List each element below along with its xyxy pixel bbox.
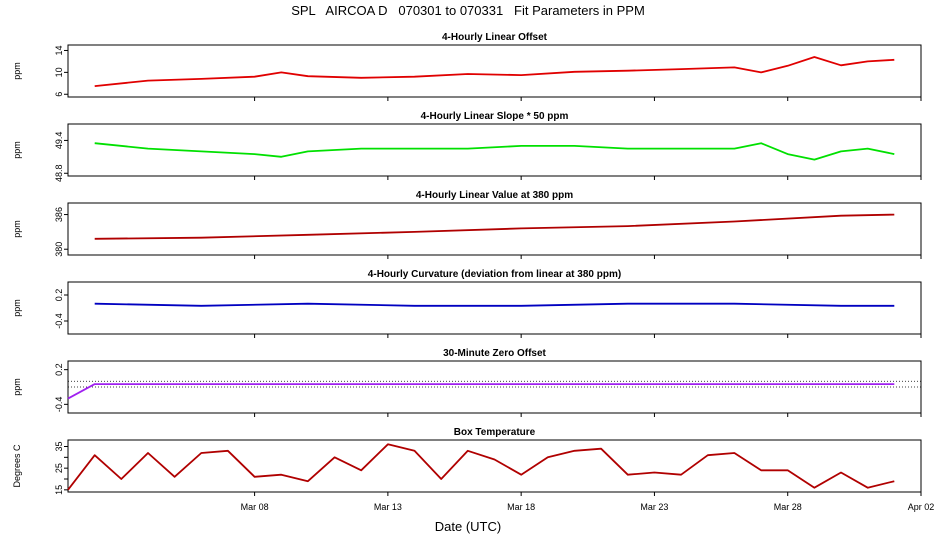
x-tick-label: Mar 13 — [374, 502, 402, 512]
panel-frame — [67, 202, 922, 256]
x-tick-label: Mar 18 — [507, 502, 535, 512]
panel-frame — [67, 281, 922, 335]
panel-title: 4-Hourly Linear Value at 380 ppm — [416, 190, 573, 201]
y-tick-label: 0.2 — [54, 289, 64, 302]
y-tick-label: -0.4 — [54, 397, 64, 413]
y-axis-label: ppm — [12, 299, 22, 317]
y-tick-label: 386 — [54, 207, 64, 222]
y-tick-label: 14 — [54, 45, 64, 55]
panel-frame — [67, 44, 922, 98]
series-line — [94, 302, 895, 307]
panel-frame — [67, 123, 922, 177]
y-tick-label: -0.4 — [54, 313, 64, 329]
series-line — [94, 213, 895, 240]
y-tick-label: 380 — [54, 242, 64, 257]
x-tick-label: Apr 02 — [908, 502, 935, 512]
panel-title: 30-Minute Zero Offset — [443, 348, 546, 359]
chart-title: SPL AIRCOA D 070301 to 070331 Fit Parame… — [291, 3, 645, 18]
y-tick-label: 6 — [54, 92, 64, 97]
x-axis-label: Date (UTC) — [434, 519, 502, 534]
panel-title: 4-Hourly Linear Offset — [442, 32, 548, 43]
x-tick-label: Mar 28 — [774, 502, 802, 512]
panel-frame — [67, 439, 922, 493]
series-line — [67, 443, 895, 491]
y-tick-label: 15 — [54, 485, 64, 495]
x-tick-label: Mar 08 — [241, 502, 269, 512]
y-tick-label: 10 — [54, 67, 64, 77]
series-line — [94, 56, 895, 87]
panel-title: 4-Hourly Linear Slope * 50 ppm — [421, 111, 569, 122]
y-tick-label: 25 — [54, 463, 64, 473]
x-tick-label: Mar 23 — [640, 502, 668, 512]
y-axis-label: Degrees C — [12, 444, 22, 488]
series-line — [67, 383, 895, 400]
panel-title: 4-Hourly Curvature (deviation from linea… — [368, 269, 621, 280]
y-tick-label: 48.8 — [54, 164, 64, 182]
y-axis-label: ppm — [12, 220, 22, 238]
y-axis-label: ppm — [12, 378, 22, 396]
y-axis-label: ppm — [12, 141, 22, 159]
y-tick-label: 49.4 — [54, 132, 64, 150]
y-tick-label: 35 — [54, 441, 64, 451]
y-axis-label: ppm — [12, 62, 22, 80]
panel-title: Box Temperature — [454, 427, 536, 438]
series-line — [94, 142, 895, 161]
y-tick-label: 0.2 — [54, 363, 64, 376]
